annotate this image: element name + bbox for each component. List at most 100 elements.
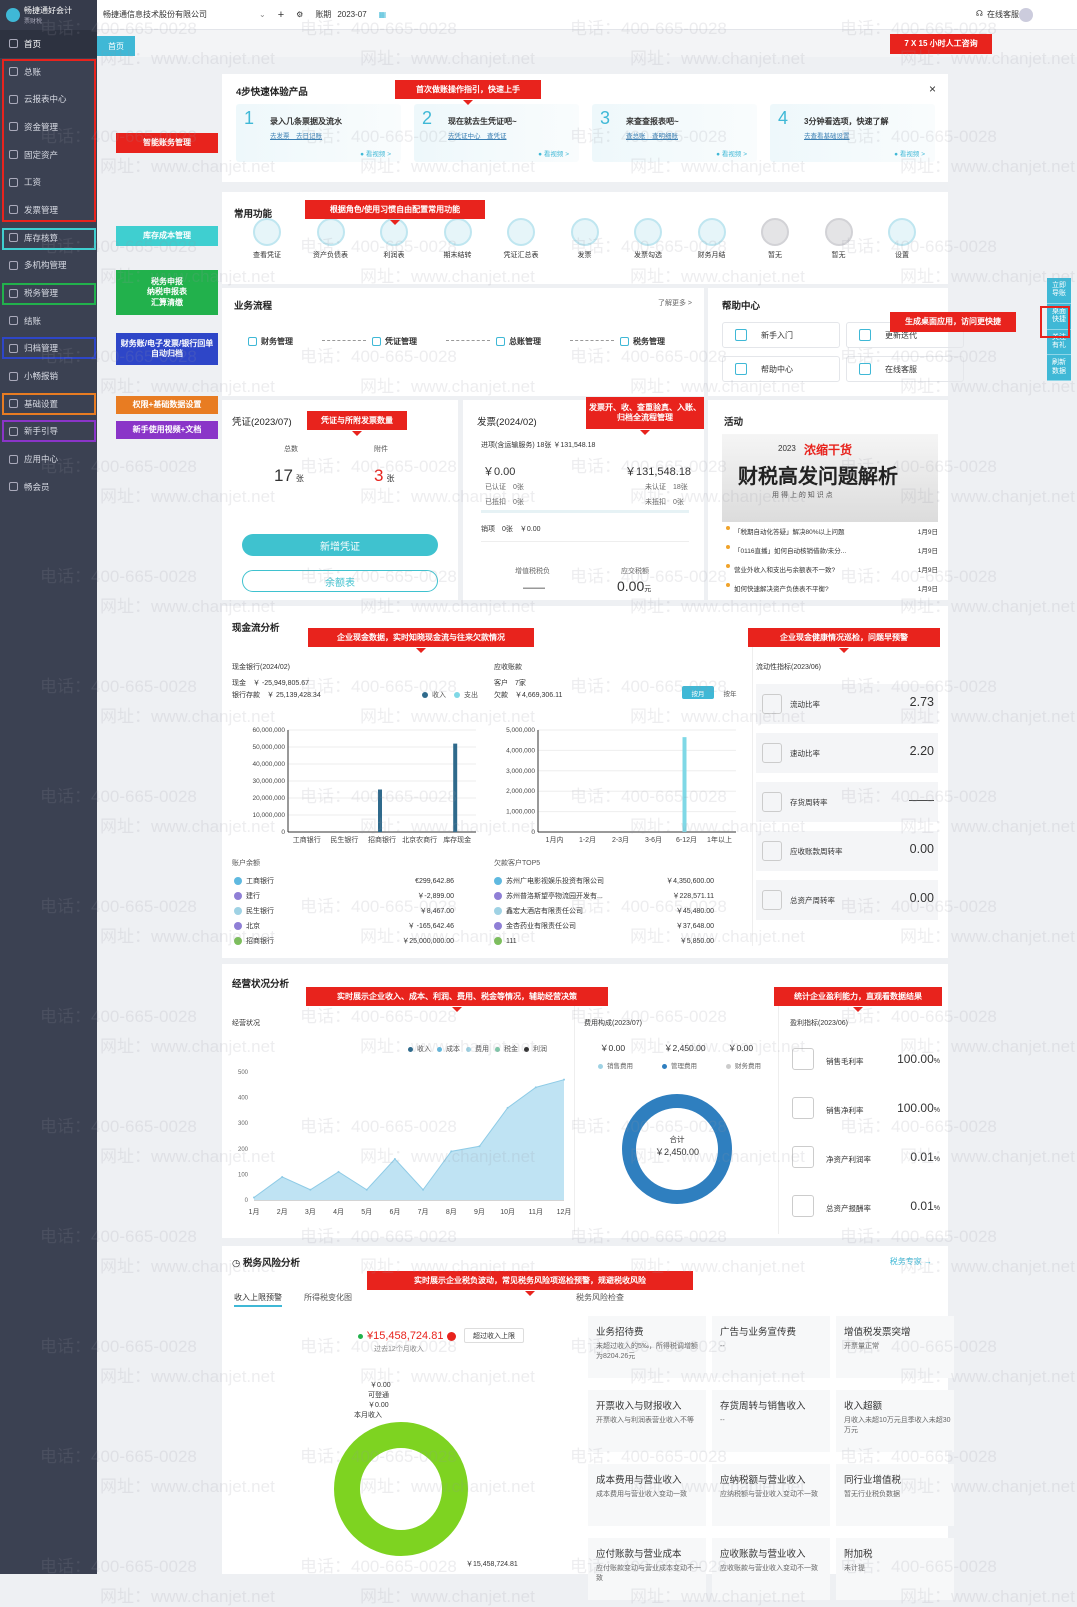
quickstart-step[interactable]: 1 录入几条票据及流水 去发票 去日记账 ● 看视频 > [236,104,401,162]
account-row[interactable]: 民生银行 ￥8,467.00 [234,906,454,916]
invoice-left-amount[interactable]: ￥0.00 [483,466,516,478]
sidebar-item-inventory[interactable]: 库存核算 [0,224,97,252]
sidebar-item-vip[interactable]: 畅会员 [0,473,97,501]
data-point[interactable] [506,1106,509,1109]
account-row[interactable]: 建行 ￥-2,899.00 [234,891,454,901]
help-item[interactable]: 新手入门 [722,322,840,348]
function-empty[interactable]: 暂无 [812,218,866,260]
data-point[interactable] [337,1170,340,1173]
tab-income-tax[interactable]: 所得税变化图 [304,1293,352,1302]
bar[interactable] [378,789,382,833]
profit-metric[interactable]: 销售毛利率 100.00% [790,1040,940,1080]
data-point[interactable] [563,1078,565,1081]
watch-video-button[interactable]: ● 看视频 > [360,151,391,158]
toggle-month[interactable]: 按月 [682,686,714,699]
activity-banner[interactable]: 2023 浓缩干货 财税高发问题解析 用 得 上 的 知 识 点 [722,434,938,522]
sidebar-item-fund[interactable]: 资金管理 [0,113,97,141]
add-icon[interactable]: + [277,8,285,21]
close-icon[interactable]: × [928,82,936,96]
function-empty[interactable]: 暂无 [748,218,802,260]
risk-card[interactable]: 应纳税额与营业收入 应纳税额与营业收入变动不一致 [712,1464,830,1526]
tab-income-limit[interactable]: 收入上限预警 [234,1292,282,1307]
step-links[interactable]: 查总账 查明细账 [626,133,678,140]
avatar[interactable] [1019,8,1033,22]
data-point[interactable] [534,1086,537,1089]
invoice-right-amount[interactable]: ￥131,548.18 [625,466,692,478]
sidebar-item-guide[interactable]: 新手引导 [0,418,97,446]
step-links[interactable]: 去凭证中心 查凭证 [448,133,507,140]
news-item[interactable]: 营业外收入和支出与余额表不一致? 1月9日 [726,564,938,574]
sidebar-item-home[interactable]: 首页 [0,30,97,58]
step-links[interactable]: 去查看基础设置 [804,133,850,140]
sidebar-item-salary[interactable]: 工资 [0,168,97,196]
risk-card[interactable]: 附加税 未计提 [836,1538,954,1600]
data-point[interactable] [253,1196,255,1199]
flow-step[interactable]: 总账管理 [496,336,614,347]
news-item[interactable]: 「0116直播」如何自动核销借款/未分... 1月9日 [726,545,938,555]
sidebar-item-app[interactable]: 应用中心 [0,445,97,473]
tax-expert-link[interactable]: 税务专家 → [889,1257,932,1266]
float-button[interactable]: 刷新数据 [1047,355,1071,382]
quickstart-step[interactable]: 3 来查查报表吧~ 查总账 查明细账 ● 看视频 > [592,104,757,162]
tab-home[interactable]: 首页 [97,36,135,56]
risk-card[interactable]: 应收账款与营业收入 应收账款与营业收入变动不一致 [712,1538,830,1600]
flow-more-link[interactable]: 了解更多 > [657,300,692,307]
data-point[interactable] [422,1188,425,1191]
income-ring[interactable] [334,1422,468,1556]
calendar-icon[interactable]: ▦ [378,10,387,19]
account-row[interactable]: 招商银行 ￥25,000,000.00 [234,936,454,946]
flow-step[interactable]: 财务管理 [248,336,366,347]
profit-metric[interactable]: 总资产报酬率 0.01% [790,1187,940,1227]
sidebar-item-org[interactable]: 多机构管理 [0,252,97,280]
risk-card[interactable]: 同行业增值税 暂无行业税负数据 [836,1464,954,1526]
flow-step[interactable]: 凭证管理 [372,336,490,347]
sidebar-item-asset[interactable]: 固定资产 [0,141,97,169]
bar[interactable] [682,737,687,832]
watch-video-button[interactable]: ● 看视频 > [716,151,747,158]
data-point[interactable] [478,1145,481,1148]
news-item[interactable]: 「税期自动化答疑」解决80%以上问题 1月9日 [726,526,938,536]
watch-video-button[interactable]: ● 看视频 > [538,151,569,158]
profit-metric[interactable]: 销售净利率 100.00% [790,1089,940,1129]
debtor-row[interactable]: 苏州广电影视娱乐投资有限公司 ￥4,350,600.00 [494,876,714,886]
toggle-year[interactable]: 按年 [723,690,737,698]
chevron-down-icon[interactable]: ⌄ [259,10,266,19]
gear-icon[interactable]: ⚙ [296,10,304,19]
news-item[interactable]: 如何快速解决资产负债表不平衡? 1月9日 [726,583,938,593]
data-point[interactable] [309,1188,312,1191]
risk-card[interactable]: 收入超额 月收入未超10万元且季收入未超30万元 [836,1390,954,1452]
liquidity-metric[interactable]: 速动比率 2.20 [756,733,938,773]
function-invoice[interactable]: 发票 [558,218,612,260]
risk-card[interactable]: 增值税发票突增 开票量正常 [836,1316,954,1378]
flow-step[interactable]: 税务管理 [620,336,665,347]
sidebar-item-report[interactable]: 云报表中心 [0,85,97,113]
risk-card[interactable]: 广告与业务宣传费 -- [712,1316,830,1378]
step-links[interactable]: 去发票 去日记账 [270,133,322,140]
period-value[interactable]: 2023-07 [337,10,367,19]
online-service[interactable]: ☊ 在线客服 [975,9,1019,19]
sidebar-item-settings[interactable]: 基础设置 [0,390,97,418]
sidebar-item-close[interactable]: 结账 [0,307,97,335]
sidebar-item-archive[interactable]: 归档管理 [0,335,97,363]
function-voucher[interactable]: 查看凭证 [240,218,294,260]
app-logo[interactable]: 畅捷通好会计 票财税 [0,0,97,30]
pie-slice[interactable] [622,1094,732,1204]
risk-card[interactable]: 成本费用与营业收入 成本费用与营业收入变动一致 [588,1464,706,1526]
risk-card[interactable]: 应付账款与营业成本 应付账款变动与营业成本变动不一致 [588,1538,706,1600]
data-point[interactable] [281,1175,284,1178]
liquidity-metric[interactable]: 流动比率 2.73 [756,684,938,724]
data-point[interactable] [393,1158,396,1161]
function-gear[interactable]: 设置 [875,218,929,260]
sidebar-item-invoice[interactable]: 发票管理 [0,196,97,224]
data-point[interactable] [365,1188,368,1191]
voucher-total[interactable]: 17 张 [274,466,304,485]
function-monthend[interactable]: 财务月结 [685,218,739,260]
float-button[interactable]: 桌面快捷 [1047,304,1071,330]
sidebar-item-expense[interactable]: 小畅报销 [0,362,97,390]
quickstart-step[interactable]: 2 现在就去生凭证吧~ 去凭证中心 查凭证 ● 看视频 > [414,104,579,162]
debtor-row[interactable]: 金杏药业有限责任公司 ￥37,648.00 [494,921,714,931]
new-voucher-button[interactable]: 新增凭证 [242,534,438,556]
profit-metric[interactable]: 净资产利润率 0.01% [790,1138,940,1178]
function-balance-sheet[interactable]: 资产负债表 [304,218,358,260]
